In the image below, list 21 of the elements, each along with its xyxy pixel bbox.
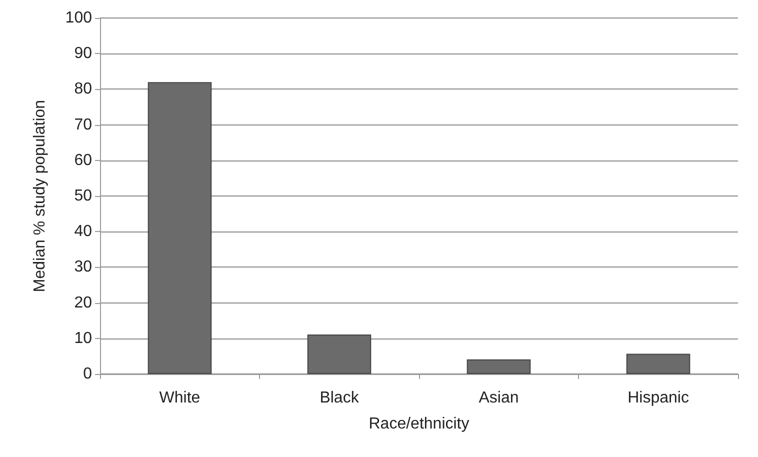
y-tick-label: 50 <box>74 188 92 204</box>
bar <box>148 82 212 374</box>
bar <box>466 359 531 374</box>
y-tick-label: 80 <box>74 80 92 98</box>
y-tick-label: 70 <box>74 116 92 134</box>
y-tick-label: 0 <box>83 366 92 382</box>
y-tick-label: 40 <box>74 223 92 240</box>
y-axis-title: Median % study population <box>32 100 48 292</box>
y-tick-label: 60 <box>74 152 92 169</box>
x-axis-title: Race/ethnicity <box>368 416 470 432</box>
x-tick-label: Hispanic <box>628 390 689 406</box>
y-tick-label: 20 <box>74 294 92 312</box>
bar <box>626 354 690 374</box>
y-tick-label: 30 <box>74 258 92 276</box>
x-tick-label: White <box>159 390 200 406</box>
x-tick-label: Asian <box>478 390 519 406</box>
bar <box>307 334 372 374</box>
y-tick-label: 90 <box>74 45 92 62</box>
y-tick-label: 100 <box>65 10 92 26</box>
x-tick-label: Black <box>320 390 360 406</box>
y-tick-label: 10 <box>74 330 92 347</box>
